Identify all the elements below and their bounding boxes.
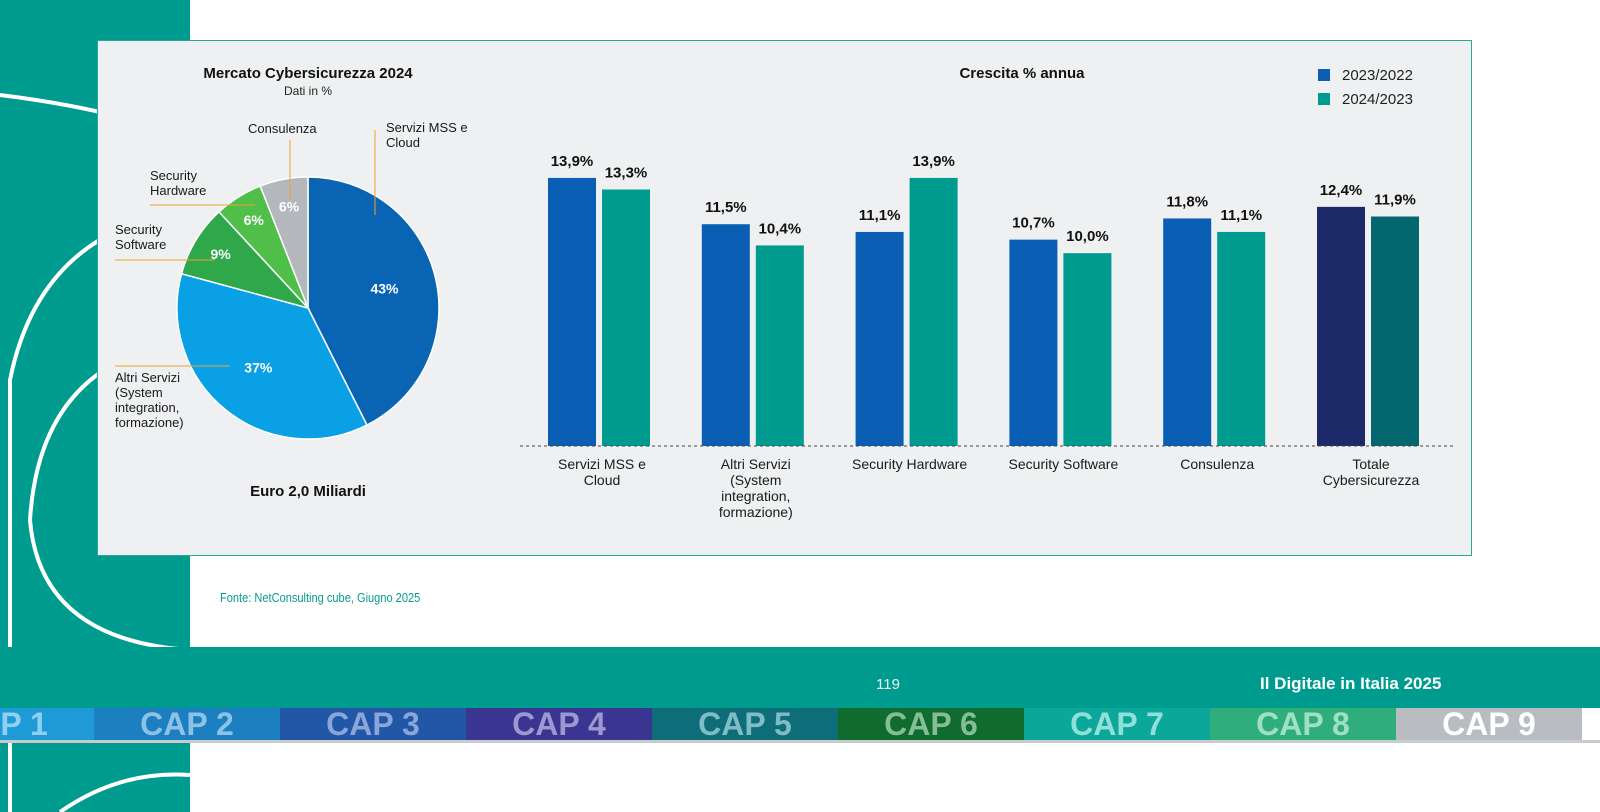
bar-value-label: 11,1% <box>1220 207 1262 224</box>
bar <box>1317 206 1365 446</box>
slice-label: 6% <box>244 212 265 228</box>
bar-title: Crescita % annua <box>959 65 1085 82</box>
x-category-label: Consulenza <box>1180 456 1255 472</box>
chapter-tab: CAP 4 <box>466 708 652 740</box>
slice-label: 6% <box>279 198 300 214</box>
chapter-rule <box>0 740 1600 743</box>
bar <box>755 245 804 446</box>
pie-slice <box>259 176 309 309</box>
x-category-label: Totale Cybersicurezza <box>1322 456 1420 488</box>
slice-category: Consulenza <box>248 121 317 136</box>
source: Fonte: NetConsulting cube, Giugno 2025 <box>220 590 421 605</box>
bar <box>1063 253 1112 446</box>
pie-slice <box>307 176 440 427</box>
chapter-tab: CAP 2 <box>94 708 280 740</box>
legend-label: 2024/2023 <box>1342 91 1413 108</box>
page-number: 119 <box>876 676 900 693</box>
bar <box>701 224 750 446</box>
chapter-tab: CAP 7 <box>1024 708 1210 740</box>
chapter-tab: CAP 8 <box>1210 708 1396 740</box>
bar-value-label: 13,3% <box>605 164 648 181</box>
chapter-tab: CAP 5 <box>652 708 838 740</box>
bar <box>855 231 904 446</box>
slice-label: 9% <box>210 246 231 262</box>
chapter-tab: CAP 6 <box>838 708 1024 740</box>
slice-label: 43% <box>370 281 399 297</box>
legend-swatch <box>1318 93 1330 105</box>
chapter-tab: CAP 1 <box>0 708 94 740</box>
bar-value-label: 11,5% <box>705 199 747 216</box>
chapter-tab: CAP 3 <box>280 708 466 740</box>
footer-band <box>0 647 1600 708</box>
slice-category: Servizi MSS e Cloud <box>386 120 468 150</box>
slice-label: 37% <box>244 360 273 376</box>
x-category-label: Security Software <box>1008 456 1119 472</box>
bar <box>1009 239 1058 446</box>
x-category-label: Servizi MSS e Cloud <box>558 456 646 488</box>
bar-value-label: 12,4% <box>1320 182 1363 199</box>
bar-value-label: 10,7% <box>1012 215 1055 232</box>
chapter-tab: CAP 9 <box>1396 708 1582 740</box>
bar-value-label: 11,8% <box>1166 193 1208 210</box>
bar-value-label: 13,9% <box>551 153 594 170</box>
pie-title: Mercato Cybersicurezza 2024 <box>203 65 413 82</box>
bar-value-label: 11,9% <box>1374 191 1416 208</box>
legend-swatch <box>1318 69 1330 81</box>
bar <box>548 177 596 446</box>
pie-annotation: Euro 2,0 Miliardi <box>250 483 366 500</box>
bar-value-label: 10,4% <box>759 220 802 237</box>
x-category-label: Altri Servizi (System integration, forma… <box>718 456 793 520</box>
bar <box>1217 231 1266 446</box>
bar <box>1163 218 1212 446</box>
bar-value-label: 11,1% <box>859 207 901 224</box>
bar-value-label: 10,0% <box>1066 228 1109 245</box>
pie-subtitle: Dati in % <box>284 84 332 98</box>
bar-value-label: 13,9% <box>912 153 955 170</box>
footer-title: Il Digitale in Italia 2025 <box>1260 674 1442 693</box>
bar <box>909 177 958 446</box>
slice-category: Security Software <box>115 222 167 252</box>
slice-category: Altri Servizi (System integration, forma… <box>115 370 184 430</box>
bar <box>602 189 650 446</box>
charts: Mercato Cybersicurezza 2024 Dati in % Euro… <box>115 65 1456 500</box>
legend-label: 2023/2022 <box>1342 67 1413 84</box>
slice-category: Security Hardware <box>150 168 207 198</box>
x-category-label: Security Hardware <box>852 456 968 472</box>
pie-slice <box>176 272 368 440</box>
bar <box>1371 216 1419 446</box>
